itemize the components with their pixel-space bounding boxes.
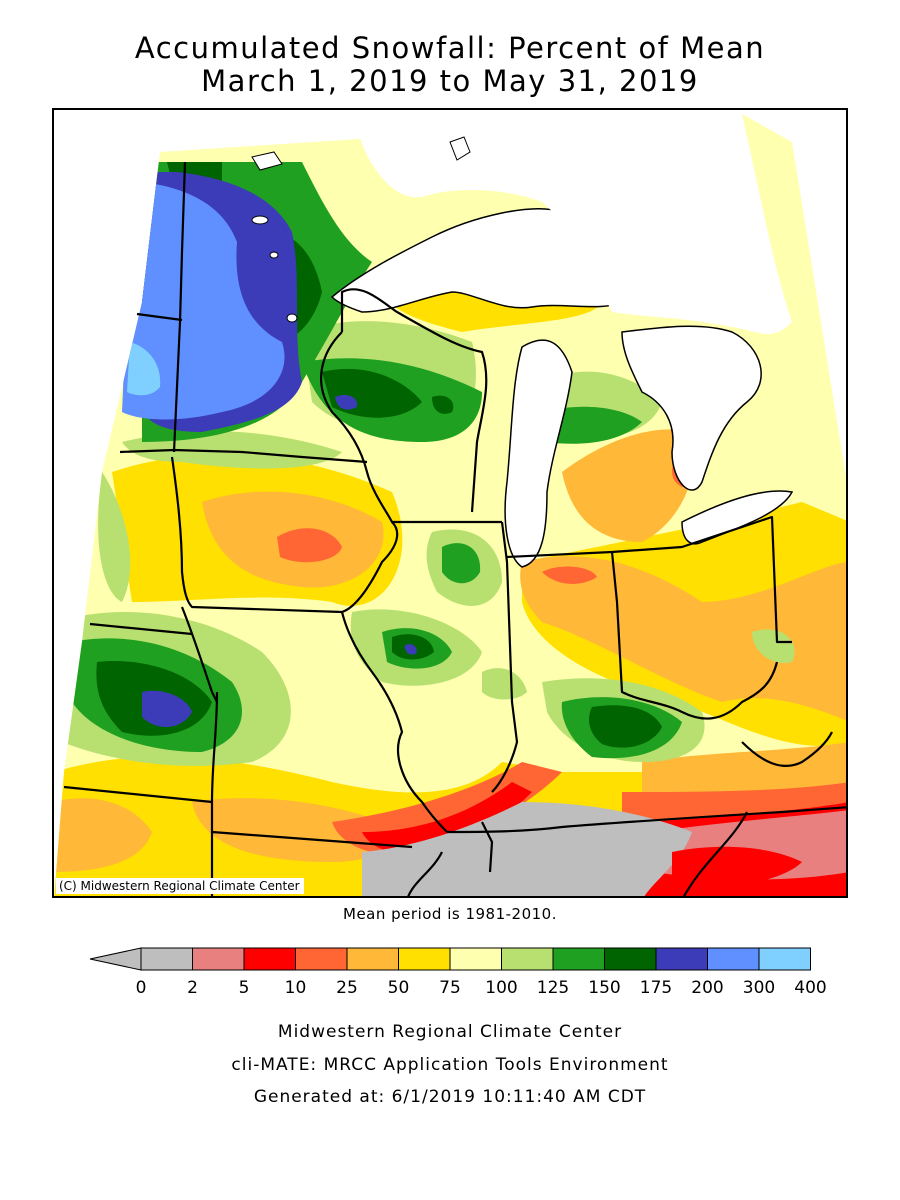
legend-tick-label: 10 [285, 978, 307, 998]
legend-below-arrow [89, 947, 142, 971]
footer-generated: Generated at: 6/1/2019 10:11:40 AM CDT [253, 1087, 647, 1107]
legend-tick-label: 2 [187, 978, 198, 998]
map-title: Accumulated Snowfall: Percent of Mean [134, 31, 766, 65]
map-date-range: March 1, 2019 to May 31, 2019 [201, 64, 699, 98]
legend-swatch [449, 947, 502, 971]
lake-islands [251, 136, 471, 323]
legend-tick-label: 400 [794, 978, 826, 998]
footer-tool: cli-MATE: MRCC Application Tools Environ… [231, 1055, 669, 1075]
legend-tick-label: 300 [743, 978, 775, 998]
legend-swatch [398, 947, 451, 971]
legend-swatch [758, 947, 811, 971]
lake-huron [621, 325, 762, 491]
color-legend: 0 2 5 10 25 50 75 100 125 150 175 200 300 400 [89, 947, 827, 998]
mean-period-note: Mean period is 1981-2010. [343, 905, 557, 923]
legend-tick-label: 200 [691, 978, 723, 998]
legend-tick-label: 75 [439, 978, 461, 998]
legend-tick-label: 100 [485, 978, 517, 998]
legend-tick-label: 0 [136, 978, 147, 998]
legend-tick-label: 25 [336, 978, 358, 998]
legend-swatch [707, 947, 760, 971]
legend-swatch [140, 947, 193, 971]
legend-tick-label: 50 [388, 978, 410, 998]
legend-swatch [192, 947, 245, 971]
legend-swatch [501, 947, 554, 971]
legend-swatch [346, 947, 399, 971]
legend-swatch [552, 947, 605, 971]
footer-org: Midwestern Regional Climate Center [277, 1022, 623, 1042]
legend-swatch [243, 947, 296, 971]
legend-swatch [295, 947, 348, 971]
legend-tick-label: 125 [537, 978, 569, 998]
lake-michigan [504, 339, 573, 568]
legend-bars [89, 947, 811, 971]
map-canvas [54, 110, 846, 896]
legend-labels: 0 2 5 10 25 50 75 100 125 150 175 200 300 400 [136, 978, 827, 998]
great-lakes [330, 110, 794, 568]
state-boundaries [63, 161, 846, 896]
copyright-label: (C) Midwestern Regional Climate Center [56, 878, 304, 894]
legend-swatch [604, 947, 657, 971]
legend-tick-label: 150 [588, 978, 620, 998]
legend-swatch [655, 947, 708, 971]
legend-tick-label: 175 [640, 978, 672, 998]
legend-tick-label: 5 [239, 978, 250, 998]
snowfall-map [52, 108, 848, 898]
